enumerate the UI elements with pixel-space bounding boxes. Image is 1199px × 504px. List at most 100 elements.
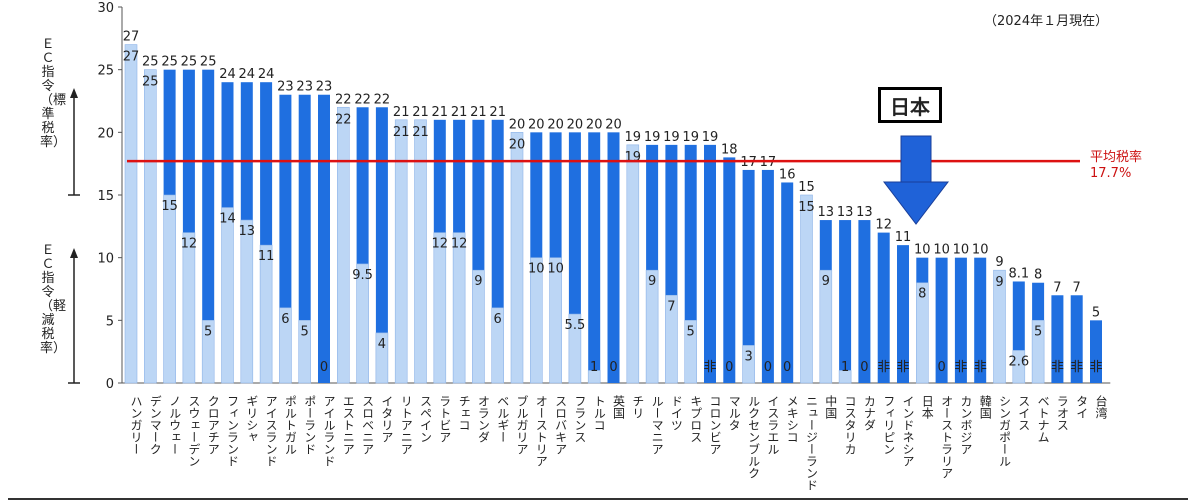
category-label: スロバキア: [554, 395, 568, 455]
standard-value-label: 19: [702, 130, 719, 145]
reduced-value-label: 4: [378, 337, 386, 352]
standard-value-label: 8.1: [1008, 266, 1029, 281]
reduced-rate-bar: [993, 269, 1006, 384]
reduced-rate-bar: [1031, 320, 1045, 384]
reduced-rate-bar: [529, 257, 543, 384]
reduced-rate-bar: [240, 219, 254, 384]
reduced-rate-bar: [414, 119, 427, 384]
category-label: チリ: [631, 395, 645, 419]
ec-reduced-axis-label: ＥＣ指令（軽減税率）: [40, 243, 67, 356]
reduced-rate-bar: [356, 263, 369, 384]
standard-rate-bar: [1051, 295, 1064, 383]
y-tick-label: 30: [97, 1, 114, 16]
category-label: ルクセンブルク: [747, 395, 761, 479]
standard-value-label: 13: [818, 205, 835, 220]
reduced-value-label: 9.5: [352, 268, 373, 283]
standard-value-label: 25: [161, 55, 178, 70]
standard-value-label: 23: [277, 80, 294, 95]
reduced-value-label: 14: [219, 212, 236, 227]
standard-value-label: 8: [1034, 268, 1042, 283]
standard-value-label: 18: [721, 142, 738, 157]
category-label: イタリア: [380, 395, 394, 443]
standard-value-label: 20: [509, 117, 526, 132]
category-label: フィンランド: [226, 395, 240, 467]
standard-rate-bar: [202, 69, 215, 384]
reduced-value-label: 0: [860, 360, 868, 375]
standard-value-label: 21: [432, 105, 449, 120]
reduced-rate-bar: [915, 282, 929, 384]
standard-rate-bar: [742, 169, 755, 383]
category-label: ルーマニア: [650, 395, 664, 455]
reduced-rate-bar: [433, 232, 447, 384]
standard-rate-bar: [935, 257, 948, 383]
standard-value-label: 19: [682, 130, 699, 145]
ec-reduced-arrowhead: [70, 248, 78, 258]
category-label: ブルガリア: [515, 394, 529, 455]
category-label: スロベニア: [361, 395, 375, 455]
category-label: タイ: [1075, 395, 1089, 419]
y-tick-label: 10: [97, 252, 114, 267]
y-tick-label: 25: [97, 64, 114, 79]
category-label: ギリシャ: [245, 395, 259, 443]
annotations: [68, 88, 1080, 384]
standard-value-label: 11: [895, 230, 912, 245]
reduced-value-label: 15: [798, 200, 815, 215]
reduced-value-label: 5: [204, 324, 212, 339]
standard-value-label: 12: [875, 218, 892, 233]
standard-value-label: 13: [837, 205, 854, 220]
reduced-value-label: 2.6: [1008, 354, 1029, 369]
standard-value-label: 21: [393, 105, 410, 120]
reduced-value-label: 9: [822, 274, 830, 289]
standard-value-label: 19: [663, 130, 680, 145]
reduced-value-label: 非: [877, 360, 890, 375]
category-label: ラオス: [1055, 395, 1069, 431]
average-label-value: 17.7%: [1090, 166, 1132, 181]
reduced-value-label: 13: [239, 224, 256, 239]
standard-rate-bar: [704, 144, 716, 383]
standard-value-label: 7: [1053, 280, 1061, 295]
standard-rate-bar: [375, 107, 388, 384]
reduced-value-label: 12: [181, 237, 198, 252]
reduced-value-label: 3: [744, 349, 752, 364]
standard-value-label: 23: [316, 80, 333, 95]
category-label: ベルギー: [496, 395, 510, 443]
standard-rate-bar: [897, 245, 909, 383]
standard-value-label: 21: [470, 105, 487, 120]
standard-value-label: 23: [296, 80, 313, 95]
category-label: シンガポール: [998, 395, 1012, 467]
standard-value-label: 17: [760, 155, 777, 170]
reduced-rate-bar: [336, 106, 350, 384]
category-label: ラトビア: [438, 395, 452, 443]
standard-rate-bar: [607, 132, 620, 383]
standard-rate-bar: [761, 169, 774, 383]
japan-arrow-shaft: [900, 135, 932, 183]
standard-value-label: 21: [451, 105, 468, 120]
standard-rate-bar: [781, 182, 794, 383]
reduced-rate-bar: [510, 132, 524, 384]
standard-value-label: 17: [740, 155, 757, 170]
category-label: マルタ: [727, 395, 741, 431]
reduced-rate-bar: [452, 232, 466, 384]
standard-rate-bar: [954, 257, 967, 383]
standard-value-label: 9: [995, 255, 1003, 270]
ec-standard-axis-label: ＥＣ指令（標準税率）: [40, 37, 67, 150]
reduced-value-label: 11: [258, 249, 275, 264]
category-label: 韓国: [978, 395, 992, 419]
reduced-value-label: 0: [609, 360, 617, 375]
category-label: ハンガリー: [129, 395, 143, 455]
standard-value-label: 22: [374, 92, 391, 107]
average-rate-label: 平均税率 17.7%: [1090, 150, 1142, 182]
reduced-rate-bar: [394, 119, 408, 384]
bottom-rule: [8, 498, 1188, 500]
category-label: リトアニア: [399, 395, 413, 455]
standard-rate-bar: [298, 94, 311, 383]
reduced-rate-bar: [491, 307, 505, 384]
reduced-value-label: 6: [494, 312, 502, 327]
reduced-value-label: 0: [937, 360, 945, 375]
category-label: メキシコ: [785, 395, 799, 443]
standard-value-label: 20: [528, 117, 545, 132]
category-label: ベトナム: [1036, 395, 1050, 443]
reduced-rate-bar: [124, 44, 138, 384]
y-tick-label: 0: [106, 377, 114, 392]
reduced-rate-bar: [182, 232, 196, 384]
